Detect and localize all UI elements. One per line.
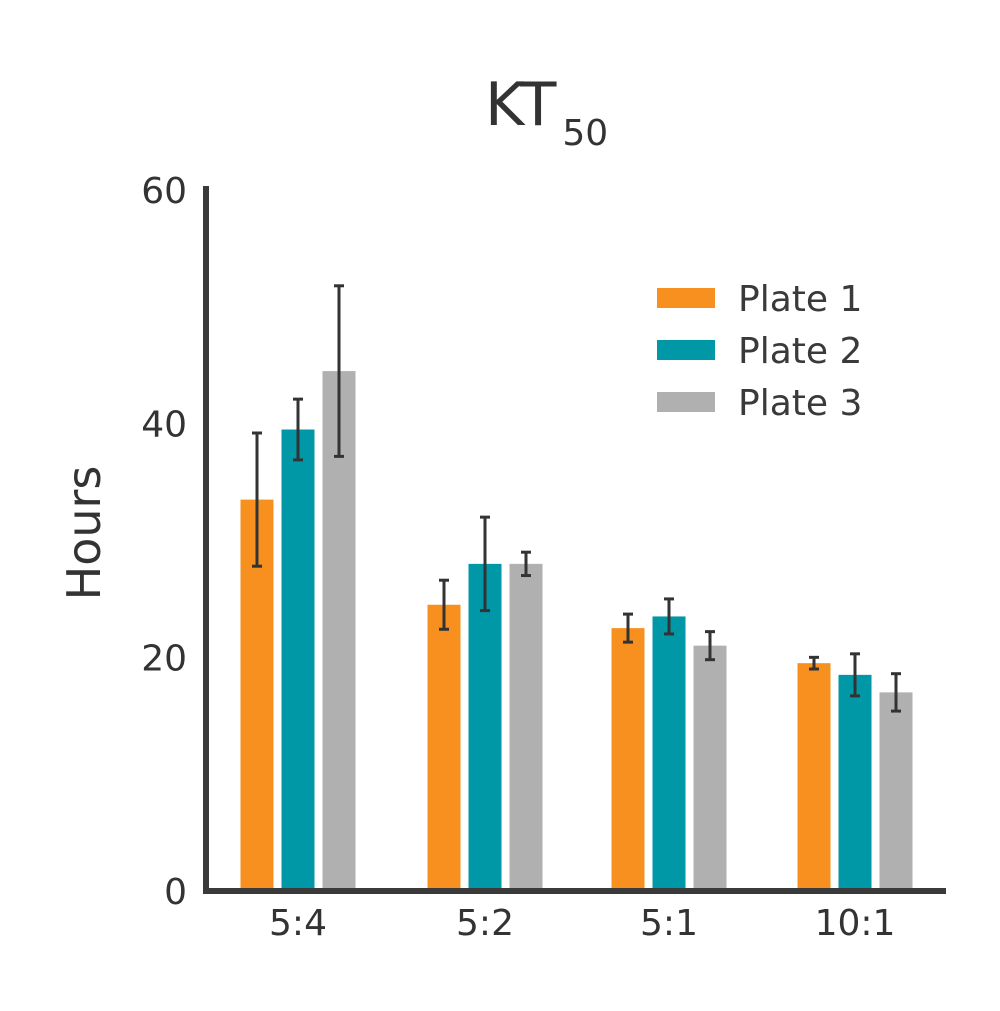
bar	[652, 616, 686, 891]
legend-label: Plate 2	[738, 331, 862, 372]
legend-label: Plate 3	[738, 383, 862, 424]
x-tick-label: 10:1	[815, 903, 896, 944]
bar	[509, 563, 543, 891]
error-bar	[705, 630, 715, 662]
error-bar	[521, 550, 531, 578]
legend-label: Plate 1	[738, 279, 862, 320]
x-tick-label: 5:2	[456, 903, 514, 944]
bar	[838, 674, 872, 891]
chart-title: KT 50	[485, 70, 608, 154]
y-tick-label: 40	[141, 405, 187, 446]
y-tick-label: 0	[164, 872, 187, 913]
axes-layer: 5:4 5:2 5:1 10:1 0 20 40 60	[141, 171, 946, 944]
legend-item: Plate 1	[657, 279, 862, 320]
bar	[879, 692, 913, 891]
error-bar	[480, 515, 490, 613]
y-tick-label: 60	[141, 171, 187, 212]
bar	[797, 663, 831, 891]
error-bar	[664, 597, 674, 636]
error-bar	[439, 578, 449, 631]
bar	[611, 628, 645, 891]
legend-swatch	[657, 288, 715, 308]
error-bar	[850, 652, 860, 698]
error-bars-layer	[252, 284, 901, 713]
bar	[468, 563, 502, 891]
legend-item: Plate 2	[657, 331, 862, 372]
y-axis-label: Hours	[57, 466, 111, 601]
bars-layer	[240, 371, 913, 891]
chart-title-subscript: 50	[562, 113, 608, 154]
legend-item: Plate 3	[657, 383, 862, 424]
x-tick-label: 5:1	[640, 903, 698, 944]
error-bar	[293, 397, 303, 462]
legend-swatch	[657, 340, 715, 360]
x-tick-label: 5:4	[269, 903, 327, 944]
error-bar	[809, 655, 819, 671]
legend: Plate 1 Plate 2 Plate 3	[657, 279, 862, 424]
error-bar	[252, 431, 262, 568]
error-bar	[334, 284, 344, 458]
y-tick-label: 20	[141, 638, 187, 679]
error-bar	[891, 672, 901, 713]
bar	[693, 645, 727, 891]
chart-title-main: KT	[485, 70, 557, 140]
bar	[427, 604, 461, 891]
bar	[281, 429, 315, 891]
legend-swatch	[657, 392, 715, 412]
error-bar	[623, 612, 633, 644]
